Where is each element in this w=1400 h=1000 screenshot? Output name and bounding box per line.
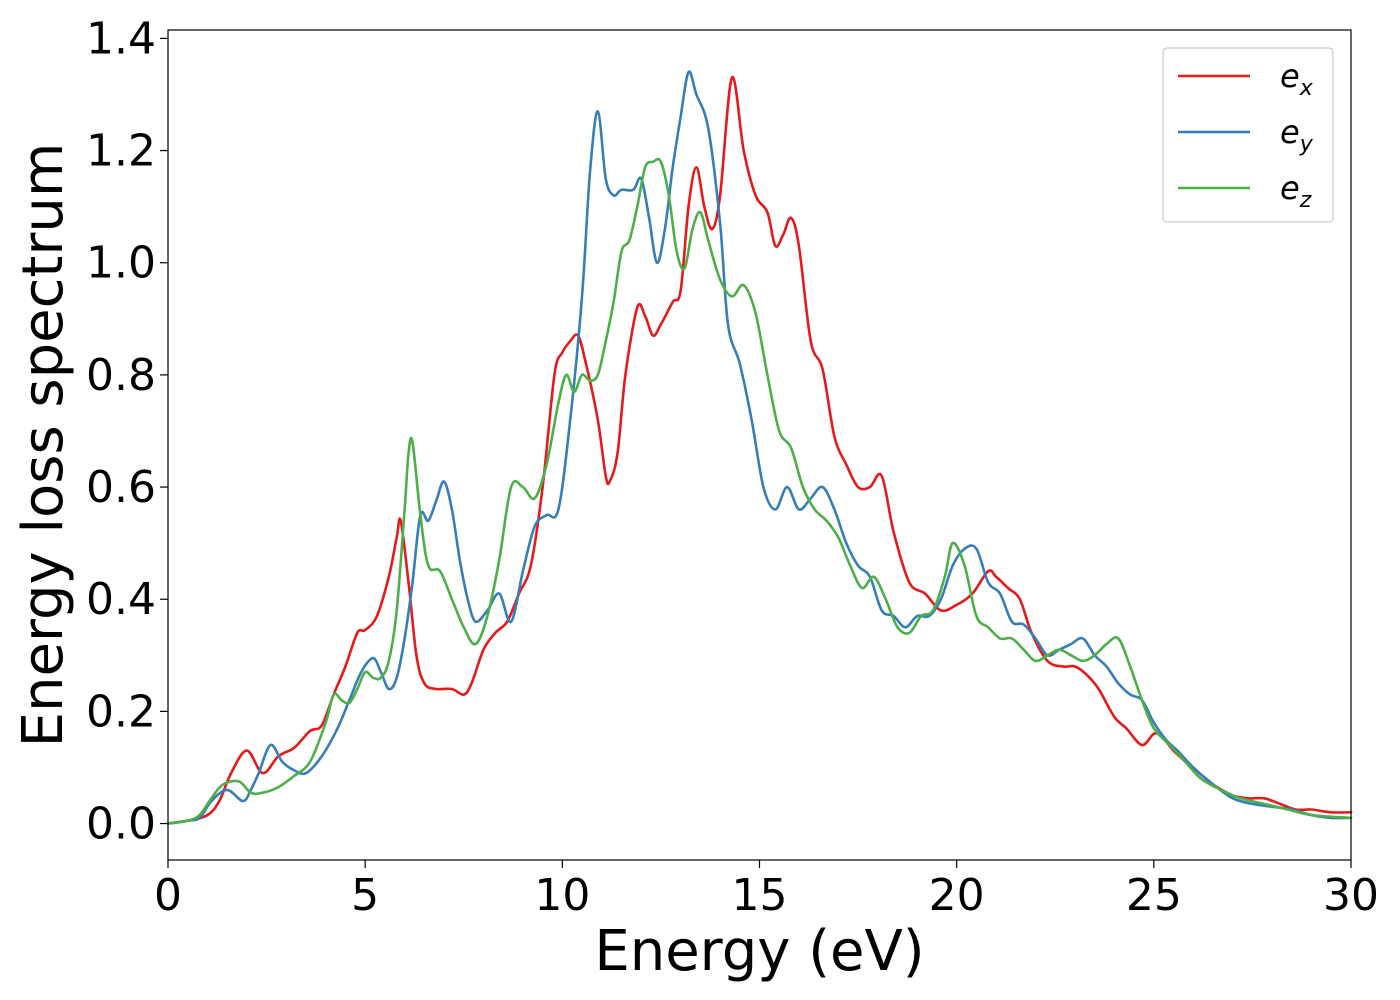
series-line-ex <box>166 76 1353 825</box>
y-axis-label: Energy loss spectrum <box>11 143 76 748</box>
y-tick-label: 0.6 <box>86 462 156 513</box>
y-tick-label: 1.4 <box>86 13 156 64</box>
series-layer <box>166 70 1353 825</box>
y-tick-label: 1.2 <box>86 126 156 177</box>
x-tick-label: 25 <box>1126 870 1182 921</box>
x-tick-label: 30 <box>1323 870 1379 921</box>
x-tick-label: 0 <box>154 870 182 921</box>
x-tick-label: 15 <box>732 870 788 921</box>
x-tick-label: 5 <box>351 870 379 921</box>
x-axis: 0 5 10 15 20 25 30 <box>154 860 1379 921</box>
series-line-ez <box>166 157 1353 825</box>
legend-box <box>1162 47 1334 223</box>
x-axis-label: Energy (eV) <box>594 919 924 984</box>
legend-label-ey: ey <box>1280 113 1314 157</box>
y-tick-label: 0.2 <box>86 686 156 737</box>
y-tick-label: 0.8 <box>86 350 156 401</box>
y-tick-label: 1.0 <box>86 238 156 289</box>
x-tick-label: 10 <box>534 870 590 921</box>
y-tick-label: 0.0 <box>86 799 156 850</box>
y-axis: 0.0 0.2 0.4 0.6 0.8 1.0 1.2 1.4 <box>86 13 168 850</box>
y-tick-label: 0.4 <box>86 574 156 625</box>
x-tick-label: 20 <box>929 870 985 921</box>
series-line-ey <box>166 70 1353 825</box>
